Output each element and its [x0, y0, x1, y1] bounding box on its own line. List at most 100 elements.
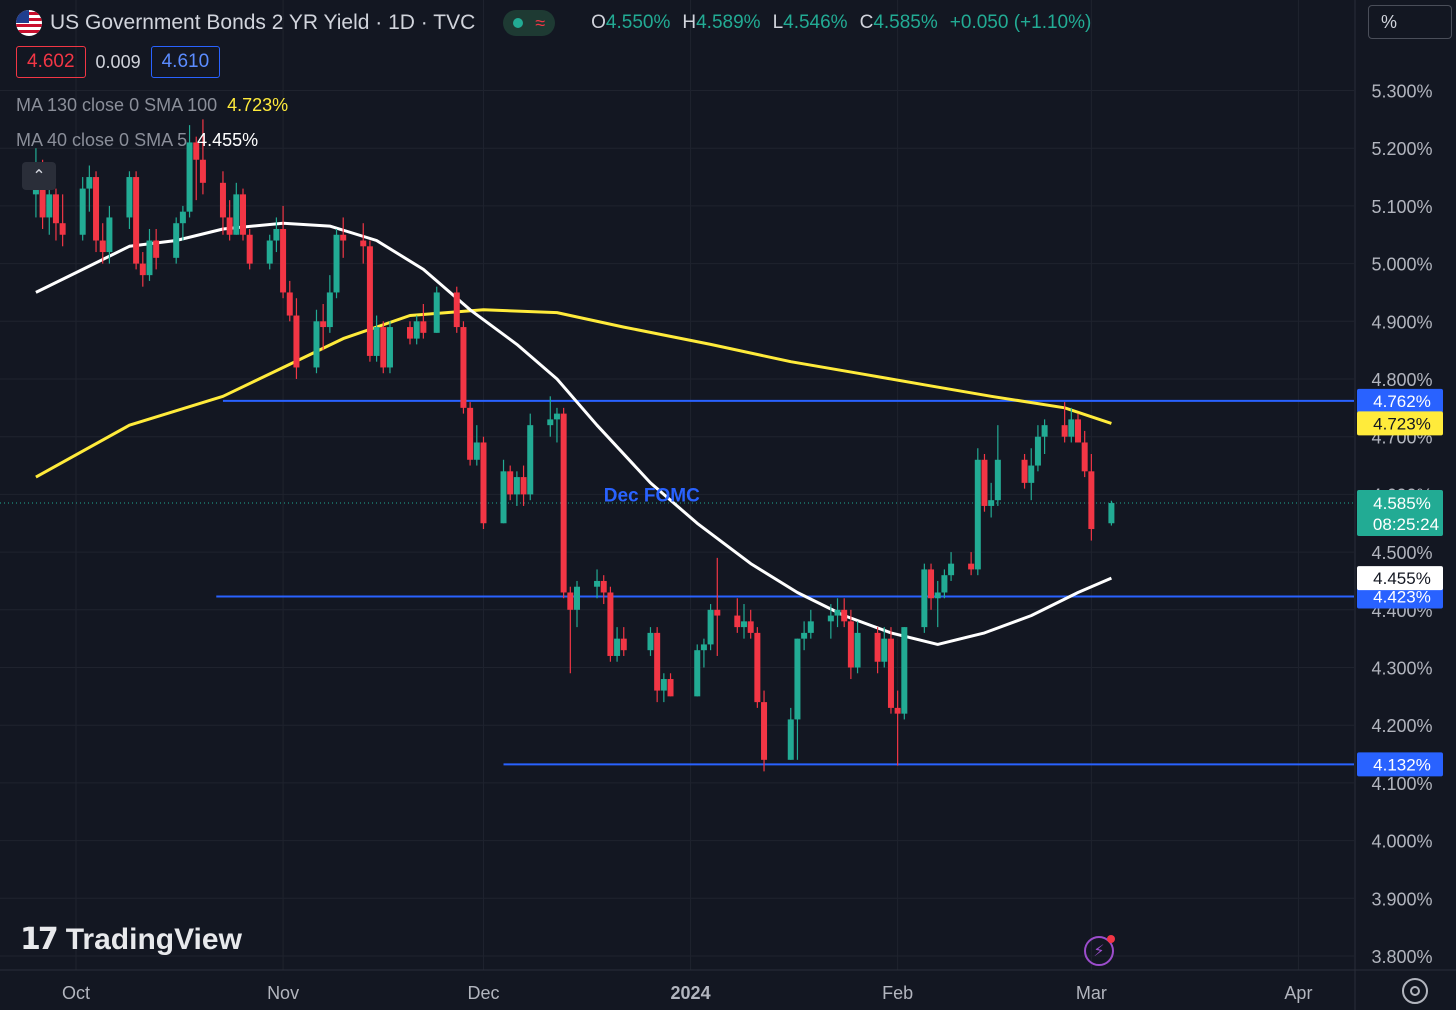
candle-body [1041, 425, 1048, 437]
candle-body [934, 592, 941, 599]
candle-body [714, 609, 721, 616]
y-tick-label: 5.100% [1371, 197, 1432, 217]
candle-body [360, 240, 367, 247]
candle-body [660, 679, 667, 691]
candle-body [787, 719, 794, 760]
candle-body [173, 223, 180, 258]
candle-body [139, 263, 146, 276]
candle-body [1061, 425, 1068, 437]
high-value: 4.589% [696, 12, 761, 33]
ohlc-values: O4.550% H4.589% L4.546% C4.585% +0.050 (… [591, 12, 1092, 33]
candle-body [266, 240, 273, 264]
candle-body [193, 142, 200, 160]
candle-body [754, 632, 761, 703]
x-tick-label: Mar [1076, 983, 1107, 1003]
candle-body [834, 609, 841, 616]
candle-body [199, 159, 206, 183]
x-tick-label: 2024 [671, 983, 711, 1003]
candle-body [988, 500, 995, 506]
y-tick-label: 4.100% [1371, 774, 1432, 794]
candle-body [106, 217, 113, 253]
candle-body [741, 621, 747, 628]
open-value: 4.550% [605, 12, 671, 33]
candle-body [380, 327, 387, 368]
candle-body [407, 327, 413, 339]
candle-body [467, 407, 474, 460]
candle-body [286, 292, 293, 316]
buy-button[interactable]: 4.610 [150, 46, 221, 78]
candle-body [827, 615, 834, 622]
candle-body [86, 177, 93, 189]
candle-body [133, 177, 140, 264]
candle-body [1081, 442, 1088, 472]
ma40-value: 4.455% [197, 130, 259, 150]
candle-body [340, 234, 347, 241]
y-tick-label: 4.500% [1371, 543, 1432, 563]
candle-body [527, 425, 534, 495]
candle-body [887, 638, 894, 708]
axis-tags: 4.762% 4.423% 4.132% 4.723% 4.455% 4.585% 08:2… [1357, 388, 1443, 777]
change-value: +0.050 (+1.10%) [949, 12, 1092, 33]
percent-scale-button[interactable]: % [1368, 5, 1452, 39]
candle-body [874, 632, 881, 662]
tradingview-logo[interactable]: 𝟭𝟳 TradingView [20, 922, 242, 957]
candlesticks [32, 119, 1115, 772]
candle-body [847, 621, 854, 668]
candle-body [881, 638, 888, 662]
candle-body [240, 194, 246, 235]
candle-body [93, 177, 100, 241]
candle-body [1068, 419, 1075, 437]
lightning-alert-icon[interactable]: ⚡ [1084, 935, 1115, 966]
candle-body [761, 702, 768, 760]
candle-body [413, 321, 420, 339]
candle-body [386, 327, 393, 368]
candle-body [981, 459, 988, 506]
candle-body [460, 327, 467, 408]
candle-body [921, 569, 928, 628]
candle-body [654, 632, 661, 691]
candle-body [1034, 436, 1041, 466]
candle-body [547, 419, 554, 426]
candle-body [233, 194, 240, 235]
indicator-ma130[interactable]: MA 130 close 0 SMA 100 4.723% [16, 95, 289, 115]
symbol-title[interactable]: US Government Bonds 2 YR Yield · 1D · TV… [50, 11, 476, 34]
candle-body [567, 592, 574, 610]
candle-body [507, 471, 514, 495]
candle-body [894, 707, 901, 714]
gear-icon[interactable] [1402, 978, 1428, 1004]
candle-body [453, 292, 460, 328]
candle-body [734, 615, 741, 628]
sell-button[interactable]: 4.602 [16, 46, 86, 78]
x-tick-label: Feb [882, 983, 913, 1003]
candle-body [941, 575, 948, 593]
ma-series-line [35, 221, 1112, 646]
y-tick-label: 4.300% [1371, 659, 1432, 679]
ma-price-tag: 4.455% [1373, 569, 1431, 588]
candle-body [480, 442, 487, 524]
ma-price-tag-bg [1357, 566, 1443, 591]
ma-price-tag: 4.723% [1373, 414, 1431, 433]
close-value: 4.585% [873, 12, 938, 33]
candle-body [700, 644, 707, 651]
candle-body [513, 477, 520, 495]
indicator-ma40[interactable]: MA 40 close 0 SMA 5 4.455% [16, 130, 259, 150]
candle-body [614, 638, 621, 656]
chart-grid [0, 0, 1354, 970]
delayed-data-icon: ≈ [535, 12, 546, 33]
candle-body [841, 609, 848, 622]
last-price-tag-bg [1357, 490, 1443, 537]
y-tick-label: 4.200% [1371, 716, 1432, 736]
candle-body [594, 580, 601, 587]
x-tick-label: Oct [62, 983, 90, 1003]
market-status[interactable]: ≈ [503, 10, 556, 36]
candle-body [1108, 503, 1115, 524]
collapse-indicators-button[interactable]: ⌃ [22, 162, 56, 190]
candle-body [52, 194, 59, 224]
candle-body [373, 327, 380, 356]
spread-value: 0.009 [95, 51, 141, 72]
y-tick-label: 5.300% [1371, 82, 1432, 102]
candle-body [273, 228, 280, 241]
candle-body [974, 459, 981, 570]
tradingview-mark-icon: 𝟭𝟳 [20, 923, 59, 956]
